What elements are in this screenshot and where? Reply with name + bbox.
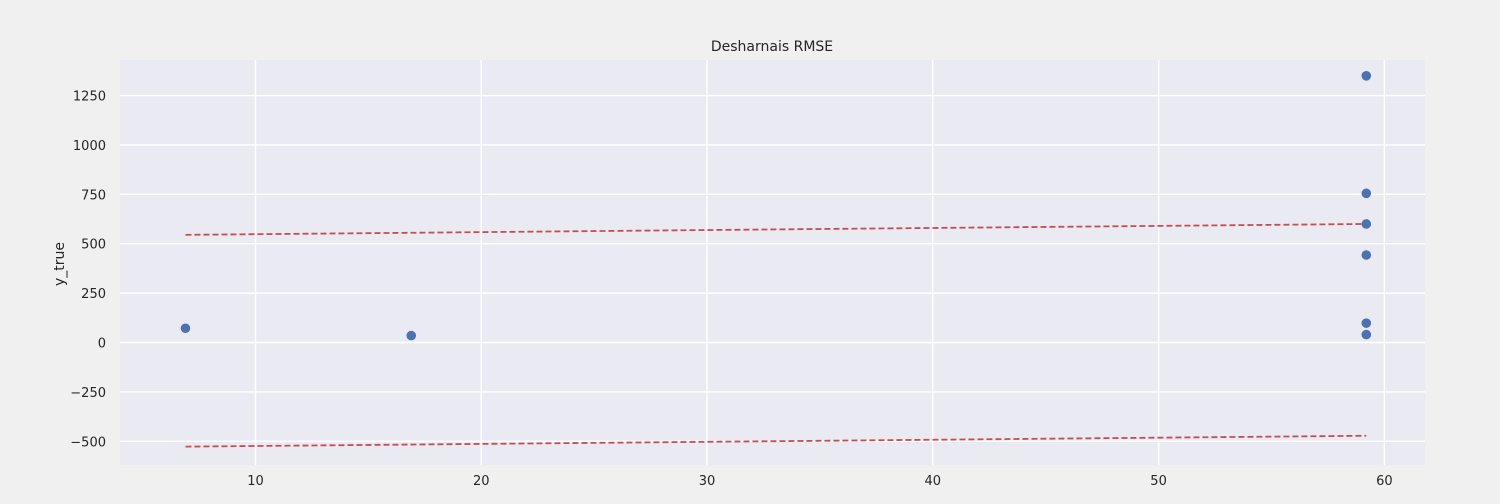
x-tick-label: 60 <box>1376 474 1393 489</box>
data-points <box>180 71 1372 341</box>
data-point <box>1361 250 1372 260</box>
upper-bound-line <box>185 223 1367 236</box>
chart-title: Desharnais RMSE <box>711 39 833 55</box>
grid <box>120 60 1425 465</box>
x-tick-label: 40 <box>925 474 942 489</box>
data-point <box>1361 71 1372 81</box>
y-tick-label: 750 <box>81 188 106 203</box>
data-point <box>1361 329 1372 340</box>
data-point <box>1361 188 1372 199</box>
y-tick-label: −500 <box>70 435 106 450</box>
x-tick-label: 20 <box>473 474 490 489</box>
y-tick-label: 250 <box>81 287 106 302</box>
y-tick-label: −250 <box>70 386 106 401</box>
x-tick-label: 50 <box>1150 474 1167 489</box>
y-tick-label: 500 <box>81 238 106 253</box>
data-point <box>1361 219 1372 229</box>
tick-labels: 10 20 30 40 50 60 −500 −250 0 250 500 750 1000 1250 <box>70 90 1392 489</box>
bound-lines <box>185 223 1367 448</box>
lower-bound-line <box>185 434 1367 448</box>
data-point <box>180 323 191 334</box>
data-point <box>1361 318 1372 328</box>
y-tick-label: 1000 <box>73 139 106 154</box>
y-tick-label: 1250 <box>73 90 106 105</box>
plot-area <box>120 60 1425 465</box>
y-tick-label: 0 <box>98 337 106 352</box>
data-point <box>406 330 417 341</box>
y-axis-label: y_true <box>52 242 68 286</box>
x-tick-label: 30 <box>699 474 716 489</box>
x-tick-label: 10 <box>247 474 264 489</box>
